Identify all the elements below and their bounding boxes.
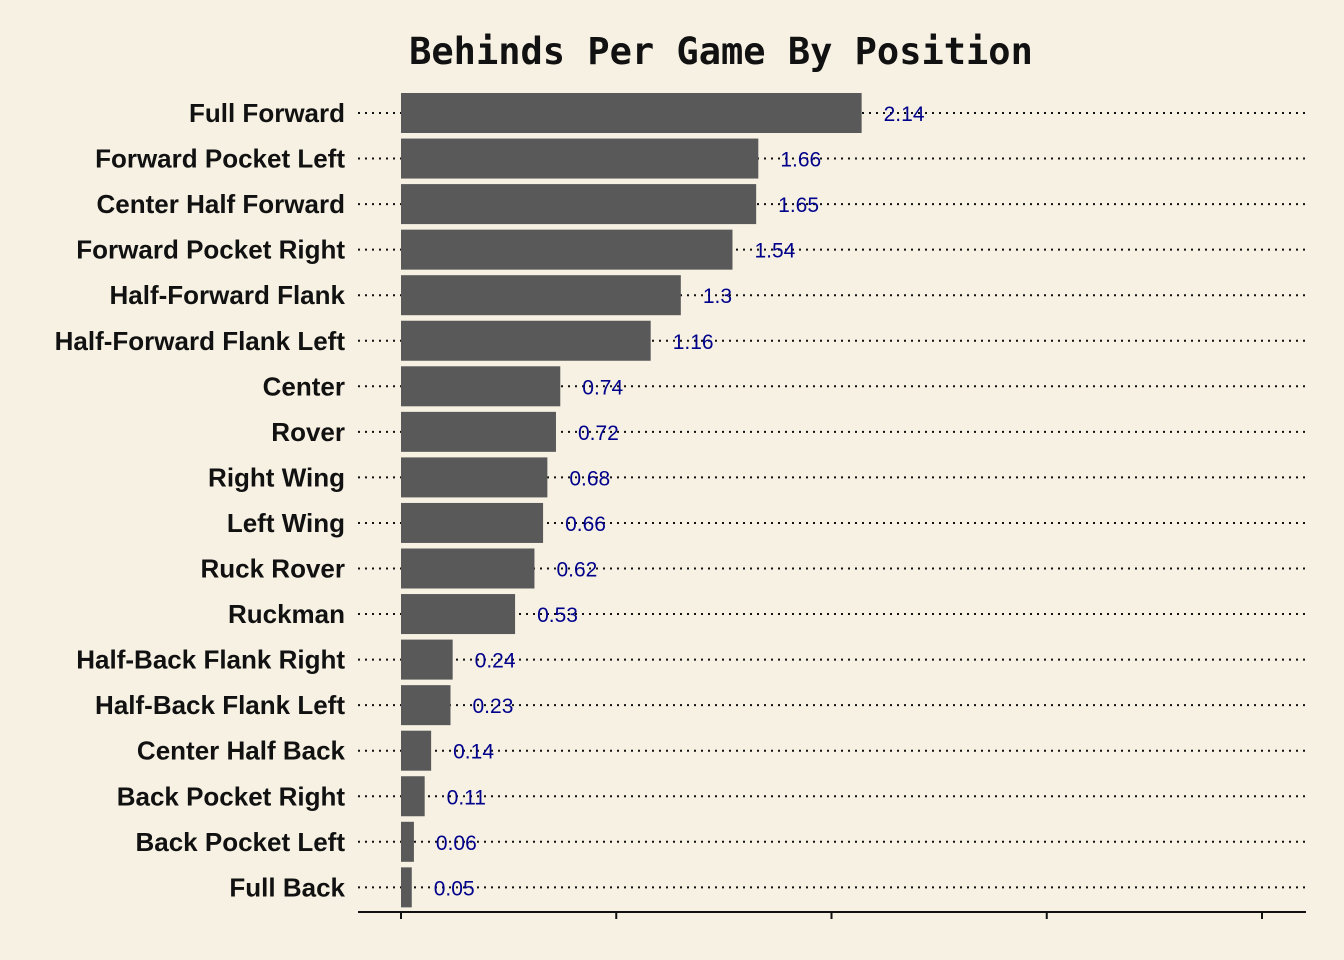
category-label-forward-pocket-left: Forward Pocket Left (95, 144, 345, 174)
category-label-ruckman: Ruckman (228, 599, 345, 629)
bar-back-pocket-left (401, 821, 414, 862)
category-label-forward-pocket-right: Forward Pocket Right (76, 235, 345, 265)
value-label-ruckman: 0.53 (537, 604, 578, 627)
category-label-half-back-flank-right: Half-Back Flank Right (76, 645, 345, 675)
bar-full-forward (401, 93, 862, 133)
value-label-half-back-flank-right: 0.24 (475, 650, 516, 673)
category-labels: Full Forward Forward Pocket Left Center Ha… (55, 98, 346, 902)
value-label-half-back-flank-left: 0.23 (473, 695, 514, 718)
bar-rover (401, 411, 556, 452)
category-label-left-wing: Left Wing (227, 508, 345, 538)
value-labels: 2.14 1.66 1.65 1.54 1.3 1.16 0.74 0.72 0.68 0.66 0… (434, 103, 925, 900)
value-label-full-back: 0.05 (434, 877, 475, 900)
bar-ruckman (401, 594, 516, 635)
bar-half-forward-flank (401, 275, 681, 316)
bar-half-back-flank-right (401, 639, 453, 680)
bar-center-half-back (401, 730, 432, 771)
chart-title: Behinds Per Game By Position (409, 30, 1033, 73)
category-label-full-back: Full Back (229, 872, 345, 902)
bar-back-pocket-right (401, 776, 425, 817)
value-label-center: 0.74 (582, 376, 623, 399)
bar-half-forward-flank-left (401, 320, 651, 361)
x-axis (358, 911, 1306, 919)
bars (401, 93, 862, 908)
grid-lines (358, 112, 1306, 889)
bar-half-back-flank-left (401, 685, 451, 726)
category-label-center: Center (263, 371, 345, 401)
value-label-center-half-back: 0.14 (453, 741, 494, 764)
value-label-back-pocket-left: 0.06 (436, 832, 477, 855)
value-label-full-forward: 2.14 (884, 103, 925, 126)
value-label-forward-pocket-right: 1.54 (754, 240, 795, 263)
value-label-forward-pocket-left: 1.66 (780, 149, 821, 172)
value-label-half-forward-flank: 1.3 (703, 285, 732, 308)
bar-center (401, 366, 561, 407)
value-label-half-forward-flank-left: 1.16 (673, 331, 714, 354)
category-label-half-forward-flank: Half-Forward Flank (110, 280, 346, 310)
bar-ruck-rover (401, 548, 535, 589)
bar-right-wing (401, 457, 548, 498)
value-label-rover: 0.72 (578, 422, 619, 445)
value-label-right-wing: 0.68 (569, 467, 610, 490)
bar-full-back (401, 867, 412, 908)
category-label-center-half-forward: Center Half Forward (97, 189, 346, 219)
category-label-full-forward: Full Forward (189, 98, 345, 128)
bar-forward-pocket-right (401, 229, 733, 270)
value-label-back-pocket-right: 0.11 (447, 786, 486, 809)
category-label-center-half-back: Center Half Back (137, 736, 346, 766)
value-label-ruck-rover: 0.62 (556, 559, 597, 582)
bar-left-wing (401, 502, 544, 543)
category-label-half-forward-flank-left: Half-Forward Flank Left (55, 326, 346, 356)
bar-center-half-forward (401, 184, 757, 225)
value-label-left-wing: 0.66 (565, 513, 606, 536)
category-label-ruck-rover: Ruck Rover (201, 554, 346, 584)
category-label-half-back-flank-left: Half-Back Flank Left (95, 690, 345, 720)
category-label-rover: Rover (271, 417, 345, 447)
category-label-right-wing: Right Wing (208, 462, 345, 492)
bar-forward-pocket-left (401, 138, 759, 179)
category-label-back-pocket-left: Back Pocket Left (135, 827, 345, 857)
value-label-center-half-forward: 1.65 (778, 194, 819, 217)
category-label-back-pocket-right: Back Pocket Right (117, 781, 346, 811)
